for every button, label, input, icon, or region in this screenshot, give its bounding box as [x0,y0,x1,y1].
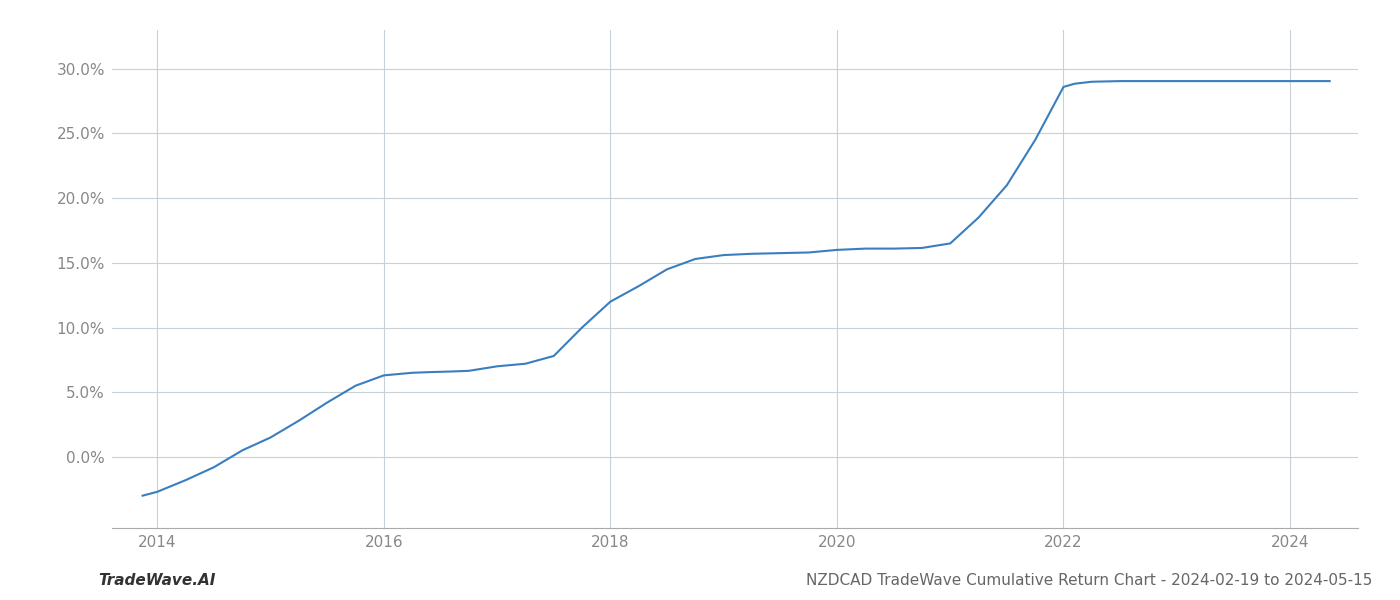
Text: TradeWave.AI: TradeWave.AI [98,573,216,588]
Text: NZDCAD TradeWave Cumulative Return Chart - 2024-02-19 to 2024-05-15: NZDCAD TradeWave Cumulative Return Chart… [805,573,1372,588]
